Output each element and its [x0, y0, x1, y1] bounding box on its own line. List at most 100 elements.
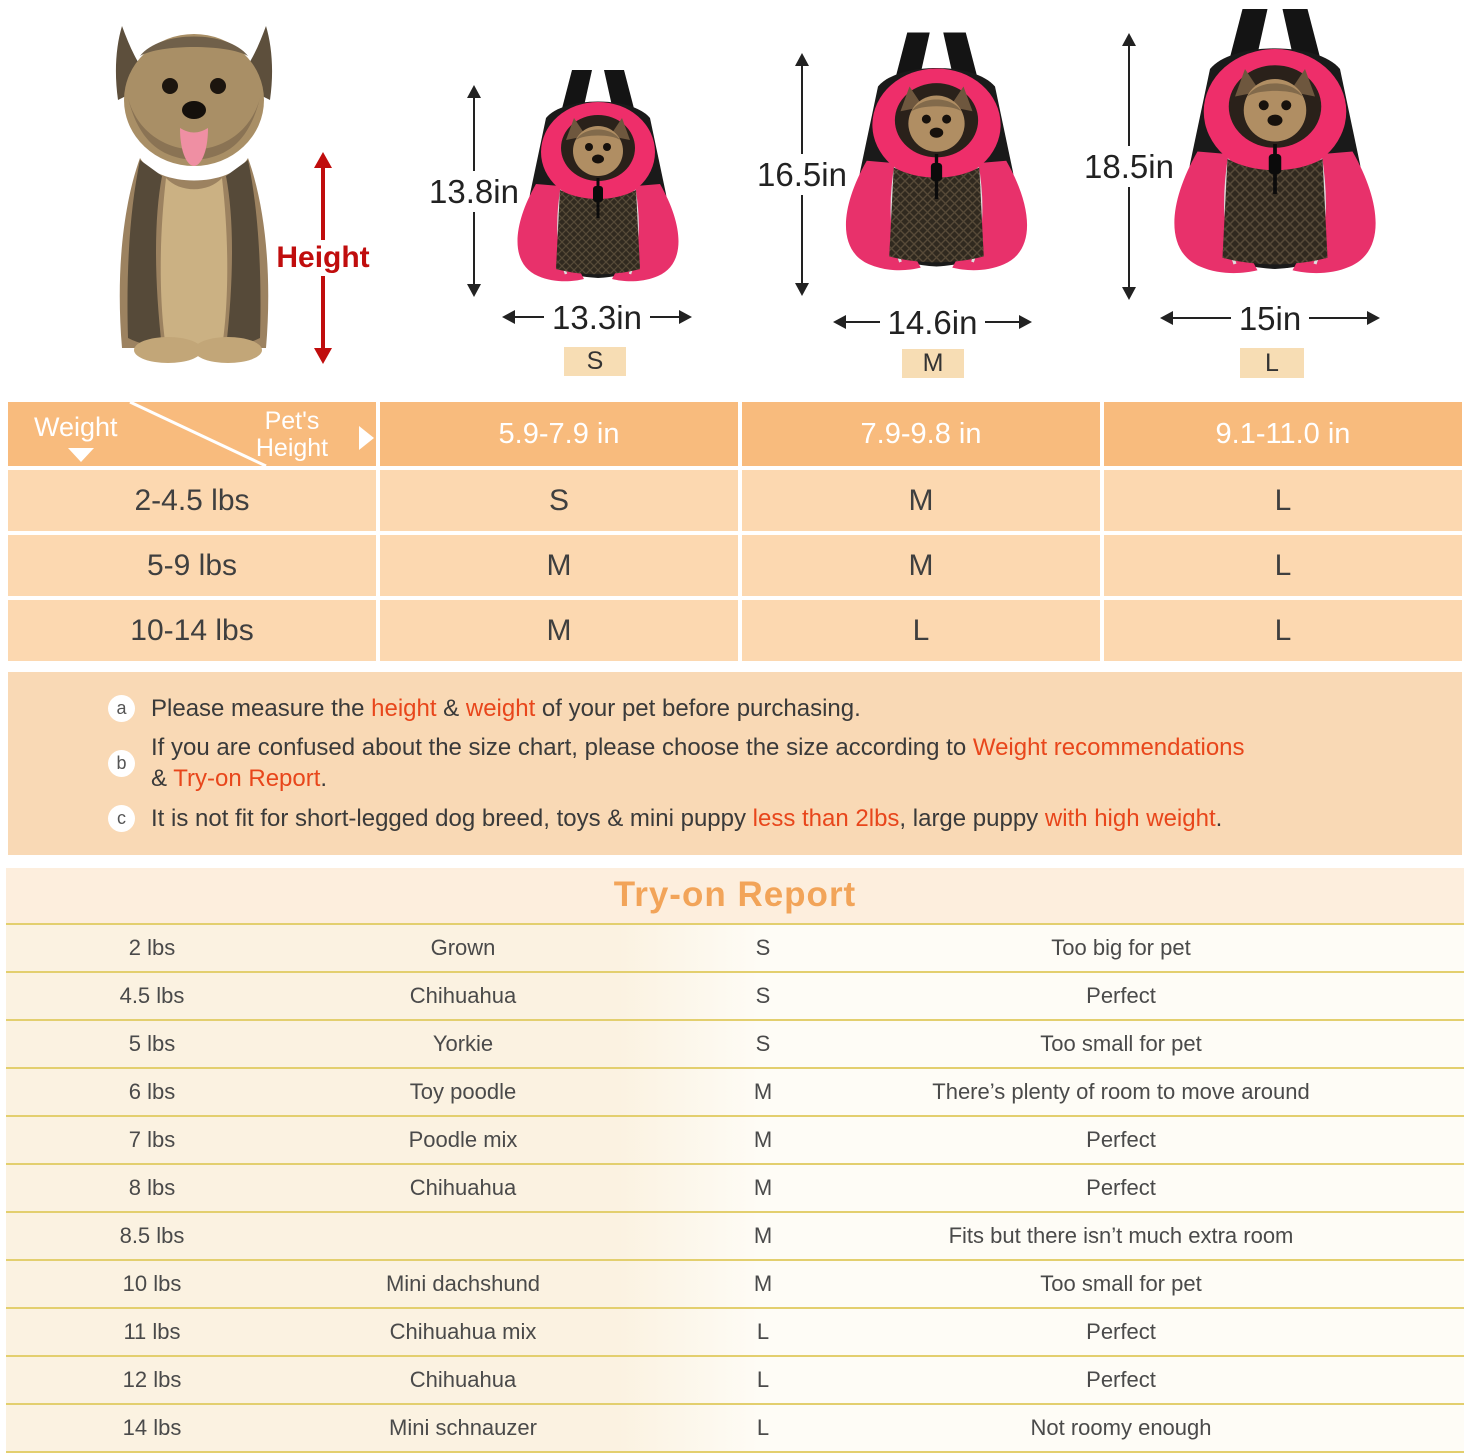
tryon-fit-cell: Too big for pet [1051, 934, 1191, 960]
note-highlight: weight [465, 695, 536, 722]
tryon-report-table: 2 lbs Grown S Too big for pet 4.5 lbs Chihuah… [6, 924, 1464, 1453]
arrow-right-icon [679, 310, 693, 324]
dog-backpack-illustration [845, 32, 1028, 271]
tryon-breed-cell: Yorkie [432, 1030, 494, 1056]
arrow-line [321, 276, 325, 348]
tryon-fit-cell: Perfect [1086, 982, 1156, 1008]
width-dimension-arrow-s: 13.3in [502, 298, 693, 336]
note-line: It is not fit for short-legged dog breed… [151, 803, 1222, 834]
note-segment: It is not fit for short-legged dog breed… [151, 804, 753, 832]
arrow-line [515, 316, 545, 318]
tryon-row: 11 lbs Chihuahua mix L Perfect [6, 1308, 1464, 1357]
tryon-weight-cell: 6 lbs [128, 1078, 176, 1104]
note-segment: & [151, 765, 174, 793]
tryon-size-cell: M [753, 1126, 773, 1152]
yorkie-dog-illustration [115, 26, 273, 363]
note-segment: of your pet before purchasing. [535, 695, 861, 722]
arrow-line [985, 321, 1020, 323]
arrow-line [1128, 46, 1130, 146]
arrow-line [321, 168, 325, 240]
width-dimension-label-m: 14.6in [887, 303, 978, 341]
note-bullet: a [108, 695, 135, 723]
arrow-down-icon [467, 284, 481, 297]
tryon-breed-cell: Chihuahua mix [389, 1318, 537, 1344]
tryon-breed-cell: Chihuahua [409, 1174, 517, 1200]
tryon-fit-cell: Too small for pet [1040, 1270, 1202, 1296]
arrow-left-icon [502, 310, 515, 324]
size-table-size-cell: L [1104, 535, 1462, 596]
tryon-breed-cell: Toy poodle [409, 1078, 517, 1104]
note-segment: & [436, 695, 466, 722]
size-figure-m: 16.5in 14.6in M [757, 28, 1054, 380]
note-highlight: less than 2lbs [752, 804, 900, 832]
tryon-row: 8 lbs Chihuahua M Perfect [6, 1164, 1464, 1213]
size-table-weight-cell: 10-14 lbs [8, 600, 376, 661]
arrow-line [473, 211, 475, 284]
arrow-line [473, 98, 475, 171]
size-table-size-cell: M [380, 600, 738, 661]
note-segment: . [320, 765, 328, 793]
note-text: It is not fit for short-legged dog breed… [151, 803, 1222, 834]
tryon-weight-cell: 4.5 lbs [119, 982, 185, 1008]
tryon-fit-cell: Perfect [1086, 1318, 1156, 1344]
size-badge-l: L [1240, 348, 1304, 378]
pet-height-right-triangle-icon [359, 426, 374, 450]
height-dimension-label-s: 13.8in [429, 172, 519, 210]
arrow-down-icon [795, 283, 809, 296]
tryon-size-cell: L [756, 1366, 770, 1392]
size-table-size-cell: L [1104, 470, 1462, 531]
width-dimension-label-s: 13.3in [552, 298, 642, 336]
yorkie-dog-photo [70, 8, 315, 365]
size-figure-l: 18.5in 15in L [1084, 4, 1404, 380]
tryon-fit-cell: Perfect [1086, 1366, 1156, 1392]
arrow-down-icon [314, 348, 332, 364]
note-text: If you are confused about the size chart… [151, 732, 1245, 794]
arrow-right-icon [1367, 311, 1381, 325]
height-dimension-label-l: 18.5in [1084, 148, 1174, 185]
note-segment: If you are confused about the size chart… [151, 734, 973, 762]
note-segment: . [1215, 804, 1223, 832]
note-text: Please measure the height & weight of yo… [151, 693, 861, 724]
size-table-size-cell: L [742, 600, 1100, 661]
note-segment: Please measure the [151, 695, 372, 722]
weight-axis-label: Weight [34, 412, 118, 442]
arrow-line [801, 66, 803, 154]
note-highlight: Try-on Report [173, 765, 321, 793]
note-row: b If you are confused about the size char… [8, 732, 1442, 794]
note-bullet: c [108, 804, 135, 832]
tryon-breed-cell: Grown [430, 934, 496, 960]
tryon-report-header: Try-on Report [6, 867, 1464, 925]
arrow-line [1309, 317, 1368, 319]
height-dimension-arrow-s: 13.8in [429, 85, 519, 297]
size-table-size-cell: M [380, 535, 738, 596]
note-row: a Please measure the height & weight of y… [8, 693, 1442, 724]
note-segment: , large puppy [899, 804, 1045, 832]
width-dimension-label-l: 15in [1238, 299, 1302, 337]
tryon-row: 6 lbs Toy poodle M There’s plenty of room t… [6, 1068, 1464, 1117]
width-dimension-arrow-l: 15in [1160, 299, 1381, 337]
tryon-fit-cell: Perfect [1086, 1126, 1156, 1152]
note-row: c It is not fit for short-legged dog bree… [8, 803, 1442, 834]
tryon-size-cell: S [755, 1030, 771, 1056]
tryon-fit-cell: Too small for pet [1040, 1030, 1202, 1056]
tryon-weight-cell: 2 lbs [128, 934, 176, 960]
tryon-row: 12 lbs Chihuahua L Perfect [6, 1356, 1464, 1405]
tryon-fit-cell: Perfect [1086, 1174, 1156, 1200]
arrow-up-icon [1122, 33, 1136, 46]
arrow-left-icon [1160, 311, 1173, 325]
size-table-column-header: 7.9-9.8 in [742, 402, 1100, 466]
tryon-weight-cell: 8.5 lbs [119, 1222, 185, 1248]
tryon-breed-cell: Mini schnauzer [389, 1414, 537, 1440]
tryon-fit-cell: There’s plenty of room to move around [932, 1078, 1310, 1104]
tryon-row: 2 lbs Grown S Too big for pet [6, 924, 1464, 973]
size-table-corner-cell: Weight Pet's Height [8, 402, 376, 466]
note-highlight: Weight recommendations [972, 734, 1245, 762]
backpack-photo-m [824, 28, 1049, 298]
pet-height-dimension-arrow: Height [276, 152, 370, 364]
note-line: Please measure the height & weight of yo… [151, 693, 861, 724]
tryon-row: 10 lbs Mini dachshund M Too small for pet [6, 1260, 1464, 1309]
tryon-breed-cell: Poodle mix [408, 1126, 518, 1152]
tryon-row: 8.5 lbs M Fits but there isn’t much extra … [6, 1212, 1464, 1261]
size-table-weight-cell: 5-9 lbs [8, 535, 376, 596]
